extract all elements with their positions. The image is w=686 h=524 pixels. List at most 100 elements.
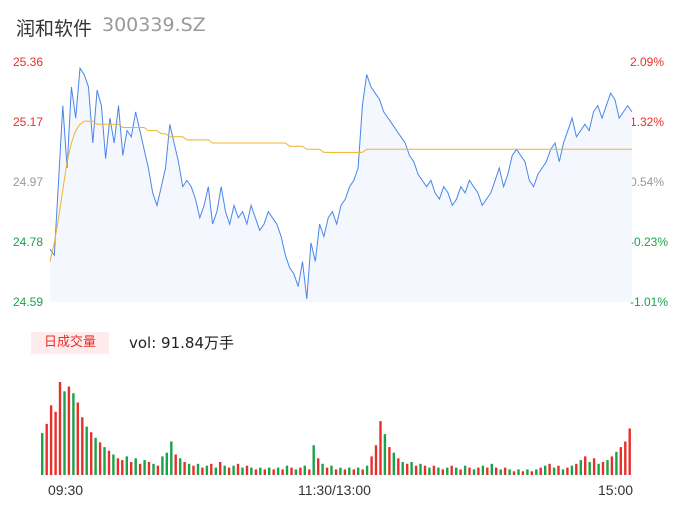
volume-bar bbox=[214, 467, 217, 475]
average-price-line bbox=[49, 120, 632, 262]
volume-bar bbox=[521, 471, 525, 475]
volume-bar bbox=[85, 426, 88, 475]
y-tick-percent: 1.32% bbox=[630, 115, 665, 129]
volume-bar bbox=[481, 465, 485, 475]
volume-bar bbox=[94, 437, 97, 475]
volume-bar bbox=[437, 467, 440, 475]
volume-bar bbox=[339, 467, 342, 475]
volume-bar bbox=[196, 463, 200, 475]
volume-bar bbox=[174, 454, 177, 475]
volume-bar bbox=[98, 442, 102, 475]
volume-bar bbox=[179, 458, 182, 475]
volume-bar bbox=[134, 458, 137, 475]
volume-bar bbox=[557, 465, 560, 475]
volume-bar bbox=[383, 434, 387, 475]
volume-bar bbox=[138, 463, 142, 475]
volume-bar bbox=[530, 471, 533, 475]
volume-bar bbox=[112, 454, 115, 475]
volume-bar bbox=[406, 463, 409, 475]
volume-bar bbox=[165, 452, 168, 475]
volume-bar bbox=[472, 469, 476, 475]
volume-bar bbox=[125, 456, 128, 475]
x-tick-label: 09:30 bbox=[48, 482, 84, 498]
y-tick-price: 24.59 bbox=[13, 295, 44, 309]
volume-bar bbox=[232, 465, 235, 475]
volume-bar bbox=[250, 467, 253, 475]
volume-bar bbox=[161, 456, 164, 475]
volume-bar bbox=[414, 465, 418, 475]
y-tick-price: 25.17 bbox=[13, 115, 44, 129]
volume-bar bbox=[441, 469, 444, 475]
volume-bar bbox=[370, 456, 373, 475]
volume-bar bbox=[268, 467, 271, 475]
volume-bar bbox=[477, 467, 480, 475]
volume-bar bbox=[499, 469, 502, 475]
volume-bar bbox=[548, 463, 551, 475]
volume-bar bbox=[303, 465, 306, 475]
volume-bar bbox=[281, 469, 284, 475]
volume-bar bbox=[566, 467, 569, 475]
volume-bar bbox=[241, 467, 244, 475]
x-tick-label: 11:30/13:00 bbox=[298, 482, 371, 498]
volume-bar bbox=[361, 469, 364, 475]
volume-bar bbox=[121, 460, 124, 475]
volume-bar bbox=[325, 467, 329, 475]
volume-bar bbox=[348, 467, 351, 475]
volume-bar bbox=[219, 462, 222, 475]
volume-bar bbox=[201, 467, 204, 475]
volume-bar bbox=[468, 467, 471, 475]
price-chart bbox=[49, 66, 633, 302]
volume-bar bbox=[67, 386, 71, 475]
stock-code: 300339.SZ bbox=[102, 14, 206, 36]
volume-bar bbox=[321, 463, 324, 475]
volume-bar bbox=[259, 467, 262, 475]
volume-bar bbox=[76, 402, 79, 475]
volume-bar bbox=[552, 467, 556, 475]
volume-bar bbox=[601, 462, 605, 475]
volume-bar bbox=[490, 463, 493, 475]
volume-bar bbox=[388, 447, 391, 475]
volume-bar bbox=[263, 469, 266, 475]
y-tick-percent: 2.09% bbox=[630, 55, 665, 69]
volume-bar bbox=[392, 452, 395, 475]
volume-bar bbox=[290, 467, 293, 475]
volume-bar bbox=[170, 441, 173, 475]
volume-bar bbox=[192, 465, 195, 475]
volume-bar bbox=[401, 462, 404, 475]
volume-bar bbox=[584, 456, 587, 475]
volume-bar bbox=[254, 469, 258, 475]
volume-bar bbox=[419, 463, 422, 475]
volume-bar bbox=[187, 463, 191, 475]
y-tick-percent: 0.54% bbox=[630, 175, 665, 189]
volume-bar bbox=[619, 447, 622, 475]
volume-bar bbox=[107, 450, 111, 475]
volume-bar bbox=[210, 463, 213, 475]
volume-readout: vol: 91.84万手 bbox=[129, 334, 234, 352]
volume-bar bbox=[90, 432, 93, 475]
volume-bar bbox=[156, 465, 160, 475]
volume-bar bbox=[49, 405, 53, 476]
x-tick-label: 15:00 bbox=[598, 482, 634, 498]
volume-bar bbox=[397, 458, 400, 475]
volume-bar bbox=[223, 465, 226, 475]
volume-bar bbox=[63, 391, 66, 475]
daily-volume-tab[interactable]: 日成交量 bbox=[31, 332, 109, 354]
volume-bar bbox=[615, 451, 618, 476]
volume-bar bbox=[606, 460, 609, 475]
volume-bar bbox=[486, 467, 489, 475]
volume-bar bbox=[365, 465, 369, 475]
volume-bar bbox=[503, 467, 507, 475]
volume-bar bbox=[357, 467, 360, 475]
y-tick-percent: -0.23% bbox=[630, 235, 669, 249]
price-area-fill bbox=[50, 68, 632, 302]
volume-bar bbox=[423, 465, 427, 475]
volume-bar bbox=[570, 465, 574, 475]
volume-bar bbox=[205, 465, 209, 475]
volume-bar bbox=[143, 460, 146, 475]
volume-bar bbox=[58, 382, 62, 475]
volume-bar bbox=[463, 465, 467, 475]
volume-bar bbox=[276, 467, 280, 475]
volume-bar bbox=[54, 411, 57, 475]
volume-bar bbox=[508, 469, 511, 475]
